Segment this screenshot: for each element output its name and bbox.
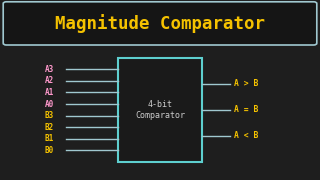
Text: Magnitude Comparator: Magnitude Comparator bbox=[55, 14, 265, 33]
Text: A < B: A < B bbox=[234, 131, 258, 140]
Bar bbox=[118, 58, 202, 162]
Text: B1: B1 bbox=[45, 134, 54, 143]
Text: A1: A1 bbox=[45, 88, 54, 97]
Text: B2: B2 bbox=[45, 123, 54, 132]
Text: A > B: A > B bbox=[234, 79, 258, 88]
Text: B3: B3 bbox=[45, 111, 54, 120]
FancyBboxPatch shape bbox=[3, 2, 317, 45]
Text: A2: A2 bbox=[45, 76, 54, 85]
Text: B0: B0 bbox=[45, 146, 54, 155]
Text: A3: A3 bbox=[45, 65, 54, 74]
Text: A = B: A = B bbox=[234, 105, 258, 114]
Text: 4-bit
Comparator: 4-bit Comparator bbox=[135, 100, 185, 120]
Text: A0: A0 bbox=[45, 100, 54, 109]
